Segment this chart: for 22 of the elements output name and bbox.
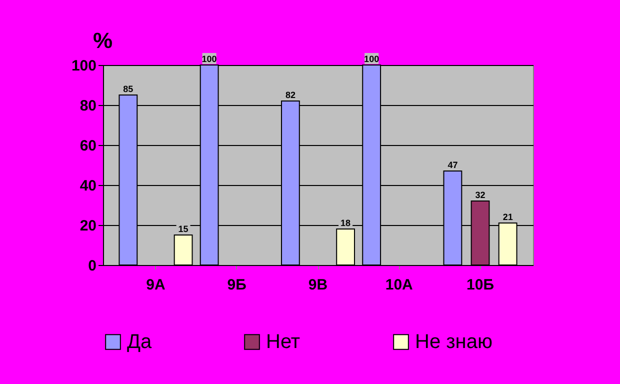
y-tick-label: 20 [80,218,96,234]
x-tick-label: 9Б [227,276,247,294]
y-tick-label: 80 [80,98,96,114]
x-tick-label: 10А [385,276,414,294]
legend-label: Да [127,331,153,353]
y-tick-label: 100 [71,58,96,74]
data-label: 18 [340,218,351,228]
data-label: 82 [285,90,296,100]
x-tick-label: 9В [308,276,328,294]
data-label: 85 [123,84,134,94]
data-label: 21 [502,212,513,222]
x-tick-label: 10Б [466,276,494,294]
y-axis-title: % [93,28,113,53]
data-label: 32 [475,190,486,200]
y-tick-label: 60 [80,138,96,154]
y-tick-label: 40 [80,178,96,194]
x-tick-label: 9А [146,276,166,294]
legend-label: Не знаю [415,331,492,353]
y-tick-label: 0 [88,258,96,274]
data-label: 47 [448,160,458,170]
legend-label: Нет [266,331,300,353]
data-label: 15 [178,224,188,234]
